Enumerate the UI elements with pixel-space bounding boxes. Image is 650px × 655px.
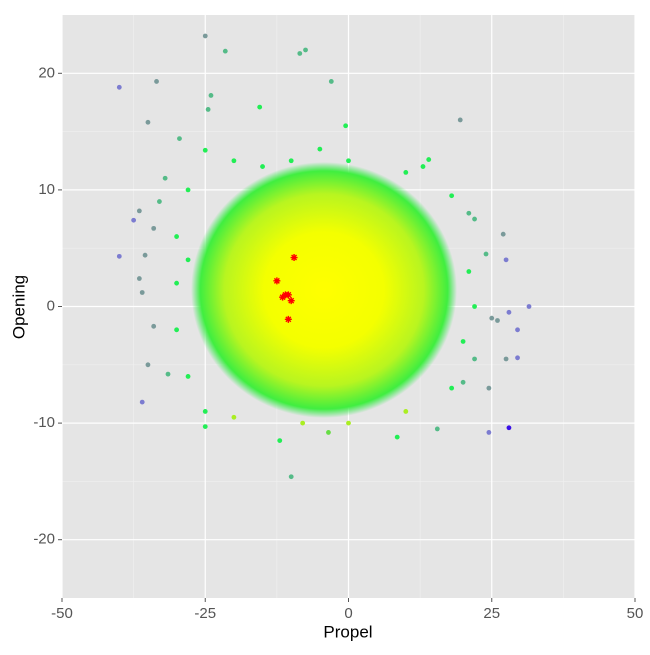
point (131, 217, 137, 223)
point (288, 474, 294, 480)
y-tick-label: -20 (33, 531, 55, 548)
x-axis-label: Propel (323, 622, 372, 641)
point (326, 430, 331, 435)
point (202, 147, 208, 153)
point (434, 426, 440, 432)
dense-point-cloud (191, 162, 457, 418)
y-tick-label: 20 (38, 64, 55, 81)
point (231, 414, 237, 420)
point (177, 136, 182, 141)
point (174, 280, 180, 286)
star-point (284, 291, 292, 299)
point (174, 327, 180, 333)
point (328, 79, 334, 84)
x-tick-label: -50 (51, 605, 73, 622)
point (515, 327, 520, 333)
point (185, 187, 191, 193)
point (174, 234, 180, 239)
point (297, 51, 303, 56)
point (116, 253, 122, 259)
star-point (290, 254, 298, 262)
point (466, 210, 472, 216)
y-axis-label: Opening (9, 275, 28, 339)
point (162, 175, 168, 181)
y-tick-label: 10 (38, 181, 55, 198)
point (466, 269, 472, 274)
point (202, 424, 208, 429)
star-point (279, 293, 287, 301)
point (472, 304, 477, 309)
point (157, 199, 162, 204)
x-tick-label: 50 (627, 605, 644, 622)
point (472, 216, 477, 222)
point (260, 164, 265, 169)
point (165, 371, 171, 377)
point (460, 339, 466, 344)
y-tick-label: 0 (47, 297, 55, 314)
point (346, 158, 351, 164)
point (139, 290, 145, 295)
point (420, 164, 426, 169)
point (136, 276, 142, 281)
point (457, 117, 463, 123)
point (486, 430, 492, 435)
point (500, 231, 506, 237)
point (257, 104, 263, 110)
point (202, 409, 208, 414)
point (460, 379, 466, 385)
point (202, 33, 208, 39)
x-tick-label: 0 (344, 605, 352, 622)
point (486, 385, 492, 391)
point (495, 318, 500, 323)
point (154, 79, 159, 84)
point (526, 304, 532, 309)
point (503, 257, 509, 263)
point (231, 158, 237, 164)
y-tick-label: -10 (33, 414, 55, 431)
point (151, 323, 157, 329)
point (116, 84, 122, 90)
point (346, 420, 351, 426)
point (343, 123, 349, 129)
point (503, 356, 509, 362)
point (185, 374, 191, 379)
point (205, 107, 211, 112)
point (185, 257, 191, 263)
point (506, 309, 512, 315)
point (483, 251, 489, 257)
point (449, 385, 455, 391)
point (403, 170, 409, 175)
point (403, 409, 409, 414)
point (449, 193, 455, 199)
x-tick-label: 25 (483, 605, 500, 622)
point (222, 48, 228, 54)
point (489, 315, 495, 321)
point (300, 420, 306, 426)
point (394, 434, 400, 440)
star-point (284, 315, 292, 323)
point (317, 146, 323, 152)
point (139, 399, 145, 405)
point (145, 119, 151, 125)
star-point (287, 297, 295, 305)
point (145, 362, 151, 368)
point (303, 47, 308, 53)
star-point (273, 277, 281, 285)
point (151, 225, 157, 231)
point (142, 252, 148, 258)
point (136, 208, 142, 214)
point (506, 425, 512, 431)
point (426, 157, 432, 162)
point (515, 355, 520, 361)
x-tick-label: -25 (194, 605, 216, 622)
point (472, 356, 477, 362)
point (208, 93, 214, 98)
point (277, 438, 283, 443)
point (288, 158, 294, 164)
